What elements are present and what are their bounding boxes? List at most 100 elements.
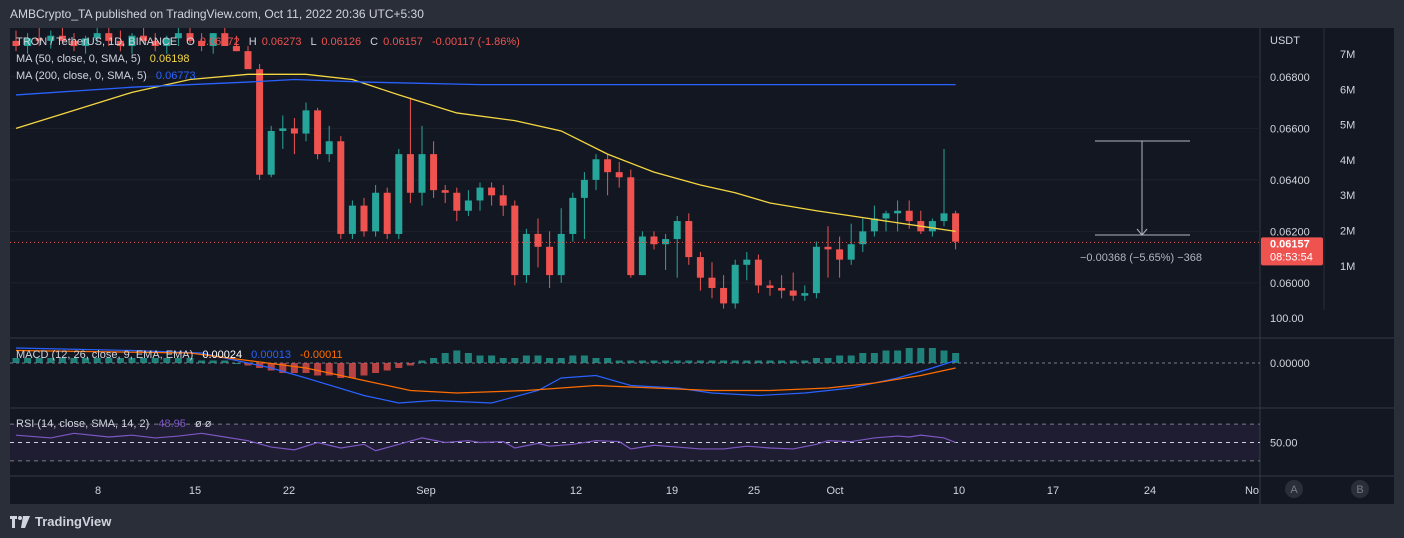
candle-body (82, 38, 90, 47)
macd-indicator (12, 347, 960, 404)
time-axis: 8 15 22 Sep 12 19 25 Oct 10 17 24 No (95, 485, 1259, 497)
macd-histogram-bar (580, 355, 588, 363)
time-tick-label: 10 (953, 485, 965, 497)
ma200-legend[interactable]: MA (200, close, 0, SMA, 5) 0.06773 (16, 70, 196, 82)
macd-histogram-bar (836, 355, 844, 363)
macd-histogram-bar (453, 350, 461, 363)
candle-body (279, 128, 287, 131)
candle-body (256, 69, 264, 175)
candle-body (314, 110, 322, 155)
macd-histogram-bar (627, 360, 635, 363)
high-label: H (249, 36, 257, 48)
candle-body (360, 205, 368, 232)
candle-body (499, 195, 507, 206)
macd-histogram-bar (812, 358, 820, 363)
candle-body (430, 154, 438, 191)
macd-histogram-bar (395, 363, 403, 368)
candle-body (24, 38, 32, 47)
candle-body (708, 277, 716, 288)
volume-tick-label: 4M (1340, 155, 1355, 167)
macd-histogram-bar (314, 363, 322, 376)
ma50-line (15, 73, 956, 232)
tradingview-brand[interactable]: TradingView (10, 514, 111, 529)
volume-tick-label: 1M (1340, 261, 1355, 273)
macd-histogram-bar (174, 358, 182, 363)
time-tick-label: Oct (826, 485, 843, 497)
tradingview-logo-icon (10, 515, 30, 528)
macd-histogram-bar (696, 360, 704, 363)
pane-button-a[interactable]: A (1285, 480, 1303, 498)
macd-histogram-bar (789, 360, 797, 363)
candle-body (743, 259, 751, 265)
macd-histogram-bar (325, 363, 333, 376)
rsi-extra: ø ø (195, 418, 212, 430)
macd-histogram-bar (35, 358, 43, 363)
candle-body (673, 221, 681, 240)
ma50-legend[interactable]: MA (50, close, 0, SMA, 5) 0.06198 (16, 53, 190, 65)
macd-histogram-bar (534, 355, 542, 363)
candle-body (696, 257, 704, 278)
macd-histogram-bar (221, 360, 229, 363)
macd-histogram-bar (569, 355, 577, 363)
macd-histogram-bar (847, 355, 855, 363)
macd-histogram-bar (731, 360, 739, 363)
candle-body (580, 179, 588, 198)
macd-axis-tick: 0.00000 (1270, 358, 1310, 370)
macd-histogram-bar (824, 358, 832, 363)
rsi-legend[interactable]: RSI (14, close, SMA, 14, 2) 48.95 ø ø (16, 418, 212, 430)
macd-histogram-bar (279, 363, 287, 373)
candle-body (47, 35, 55, 41)
time-tick-label: 8 (95, 485, 101, 497)
candle-body (209, 33, 217, 47)
candle-body (325, 141, 333, 155)
price-tick-label: 0.06400 (1270, 175, 1310, 187)
macd-histogram-bar (418, 360, 426, 363)
macd-histogram-bar (952, 353, 960, 363)
open-value: 0.06272 (200, 36, 240, 48)
close-value: 0.06157 (383, 36, 423, 48)
pane-button-a-label: A (1290, 484, 1298, 496)
volume-axis: 7M 6M 5M 4M 3M 2M 1M (1340, 49, 1355, 273)
macd-histogram-bar (186, 358, 194, 363)
candle-body (232, 46, 240, 52)
macd-legend[interactable]: MACD (12, 26, close, 9, EMA, EMA) 0.0002… (16, 349, 343, 361)
candle-body (93, 33, 101, 39)
candle-body (488, 187, 496, 196)
ma200-value: 0.06773 (156, 70, 196, 82)
macd-histogram-bar (12, 358, 20, 363)
candle-body (859, 231, 867, 245)
macd-histogram-bar (140, 358, 148, 363)
measurement-tool[interactable]: −0.00368 (−5.65%) −368 (1080, 140, 1202, 264)
macd-histogram-bar (348, 363, 356, 378)
macd-histogram-bar (905, 348, 913, 363)
macd-histogram-bar (604, 358, 612, 363)
macd-histogram-bar (383, 363, 391, 371)
macd-histogram-bar (232, 363, 240, 364)
candle-body (650, 236, 658, 245)
last-price-value: 0.06157 (1270, 238, 1310, 250)
time-tick-label: 24 (1144, 485, 1156, 497)
rsi-indicator (15, 432, 956, 452)
ma200-line (15, 78, 956, 96)
candle-body (476, 187, 484, 201)
candle-body (511, 205, 519, 276)
macd-histogram-bar (859, 353, 867, 363)
macd-histogram-bar (720, 360, 728, 363)
candle-body (244, 51, 252, 70)
macd-histogram-bar (70, 358, 78, 363)
svg-text:MACD (12, 26, close, 9, EMA, E: MACD (12, 26, close, 9, EMA, EMA) 0.0002… (16, 349, 343, 361)
svg-text:MA (200, close, 0, SMA, 5): MA (200, close, 0, SMA, 5) 0.06773 (16, 70, 196, 82)
symbol-legend[interactable]: TRON / TetherUS, 1D, BINANCE O 0.06272 H… (16, 36, 520, 48)
macd-histogram-bar (441, 353, 449, 363)
macd-histogram-bar (476, 355, 484, 363)
macd-histogram-bar (499, 358, 507, 363)
measure-label: −0.00368 (−5.65%) −368 (1080, 252, 1202, 264)
macd-histogram-bar (372, 363, 380, 373)
candle-body (534, 233, 542, 247)
pane-button-b[interactable]: B (1351, 480, 1369, 498)
macd-histogram-bar (650, 360, 658, 363)
panel-value: 100.00 (1270, 313, 1304, 325)
macd-histogram-bar (917, 348, 925, 363)
macd-histogram-bar (58, 358, 66, 363)
